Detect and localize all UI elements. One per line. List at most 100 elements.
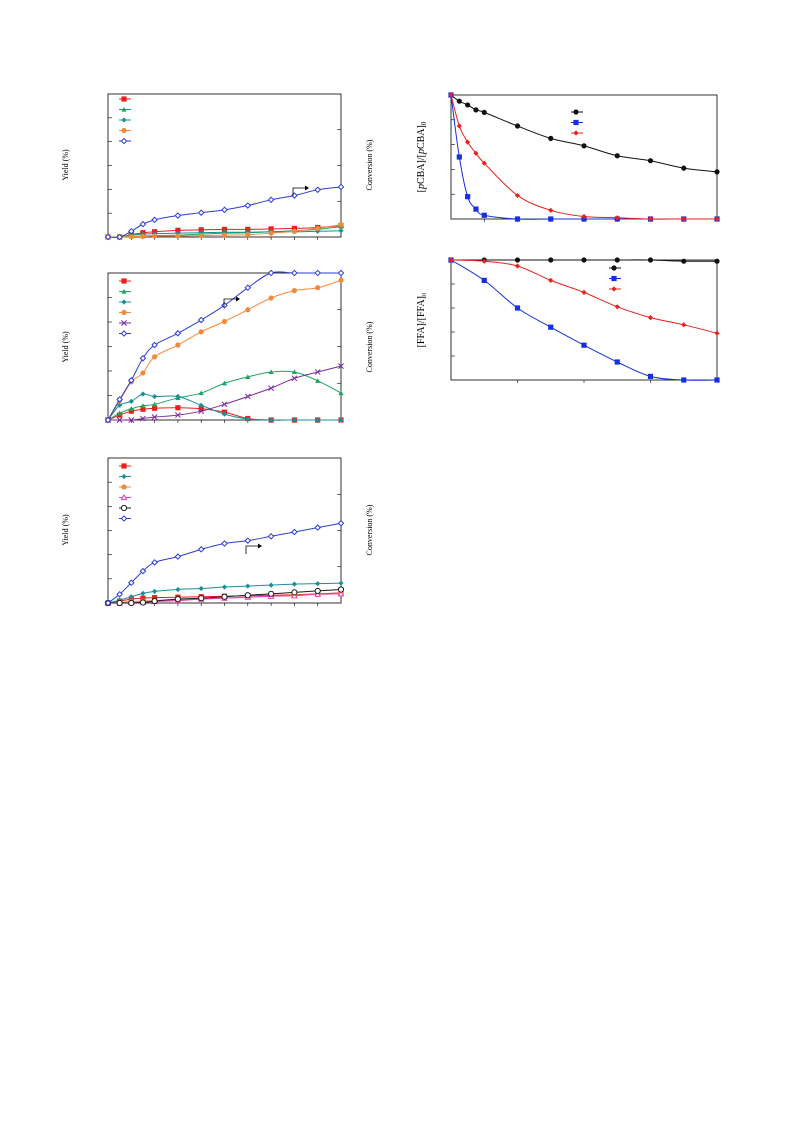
series-6: [104, 269, 345, 424]
data-point: [514, 305, 521, 311]
data-point: [291, 589, 298, 596]
data-point: [198, 232, 204, 239]
legend-entry-2: [119, 106, 131, 112]
series-2: [448, 92, 720, 222]
data-point: [315, 378, 321, 383]
data-point: [244, 202, 252, 209]
arrow-icon: [245, 545, 258, 554]
data-point: [681, 377, 687, 383]
legend-entry-3: [609, 286, 621, 292]
data-point: [140, 403, 146, 408]
data-point: [244, 537, 252, 544]
data-point: [614, 153, 620, 159]
data-point: [714, 216, 720, 222]
data-point: [548, 257, 554, 263]
data-point: [267, 532, 275, 540]
series-line: [450, 94, 717, 220]
series-line: [107, 271, 341, 421]
legend-entry-1: [119, 463, 131, 469]
data-point: [104, 416, 112, 424]
legend-entry-4: [119, 127, 131, 134]
data-point: [244, 393, 251, 400]
data-point: [127, 377, 135, 384]
plot-frame: [450, 94, 718, 220]
data-point: [152, 401, 158, 407]
data-point: [127, 579, 135, 587]
data-point: [152, 233, 158, 239]
legend-entry-3: [571, 130, 583, 136]
series-5: [105, 363, 344, 423]
data-point: [245, 374, 251, 379]
data-point: [128, 417, 135, 423]
data-point: [221, 226, 228, 232]
data-point: [104, 233, 112, 241]
data-point: [337, 183, 345, 191]
data-point: [221, 401, 228, 408]
data-point: [581, 143, 587, 149]
data-point: [314, 186, 322, 194]
legend-marker: [121, 309, 127, 316]
data-point: [315, 225, 321, 232]
series-1: [448, 257, 720, 264]
data-point: [314, 269, 322, 277]
data-point: [140, 391, 146, 397]
data-point: [456, 123, 462, 129]
series-5: [104, 183, 345, 241]
data-point: [198, 585, 204, 592]
data-point: [244, 592, 251, 599]
data-point: [116, 233, 123, 241]
data-point: [647, 257, 654, 263]
data-point: [291, 288, 297, 294]
data-point: [198, 329, 204, 335]
legend-marker: [121, 278, 127, 284]
data-point: [245, 583, 251, 589]
y-axis-label: [FFA]/[FFA]₀: [416, 292, 427, 347]
data-point: [174, 412, 181, 419]
data-point: [198, 406, 204, 412]
legend-entry-2: [119, 288, 131, 294]
data-point: [175, 227, 181, 233]
data-point: [197, 546, 205, 553]
data-point: [245, 416, 251, 422]
data-point: [647, 158, 654, 164]
arrow-head-icon: [236, 296, 240, 302]
legend-marker: [121, 320, 127, 326]
data-point: [197, 316, 205, 324]
data-point: [245, 226, 251, 232]
data-point: [128, 599, 135, 607]
chart-panel-3: Yield (%) Conversion (%): [61, 457, 374, 607]
legend-marker: [121, 463, 127, 469]
data-point: [152, 393, 158, 400]
data-point: [174, 553, 182, 560]
data-point: [714, 258, 720, 264]
chart-panel-1: Yield (%) Conversion (%): [61, 93, 374, 241]
data-point: [268, 590, 275, 597]
data-point: [581, 257, 587, 263]
data-point: [315, 285, 321, 291]
data-point: [197, 209, 205, 216]
legend-entry-3: [119, 299, 131, 305]
data-point: [268, 582, 274, 588]
series-line: [107, 279, 342, 421]
data-point: [151, 216, 158, 224]
data-point: [614, 359, 620, 365]
series-2: [105, 369, 344, 423]
legend-marker: [121, 484, 127, 490]
data-point: [548, 277, 554, 283]
data-point: [681, 216, 687, 222]
data-point: [337, 586, 345, 593]
data-point: [714, 377, 720, 383]
data-point: [481, 212, 487, 218]
data-point: [581, 289, 587, 295]
data-point: [481, 258, 487, 264]
series-line: [450, 94, 717, 220]
data-point: [614, 215, 620, 221]
data-point: [291, 375, 298, 382]
data-point: [338, 228, 344, 234]
data-point: [337, 519, 345, 527]
data-point: [548, 207, 554, 213]
legend-entry-3: [119, 117, 131, 123]
legend-marker: [121, 473, 127, 480]
data-point: [714, 169, 720, 175]
